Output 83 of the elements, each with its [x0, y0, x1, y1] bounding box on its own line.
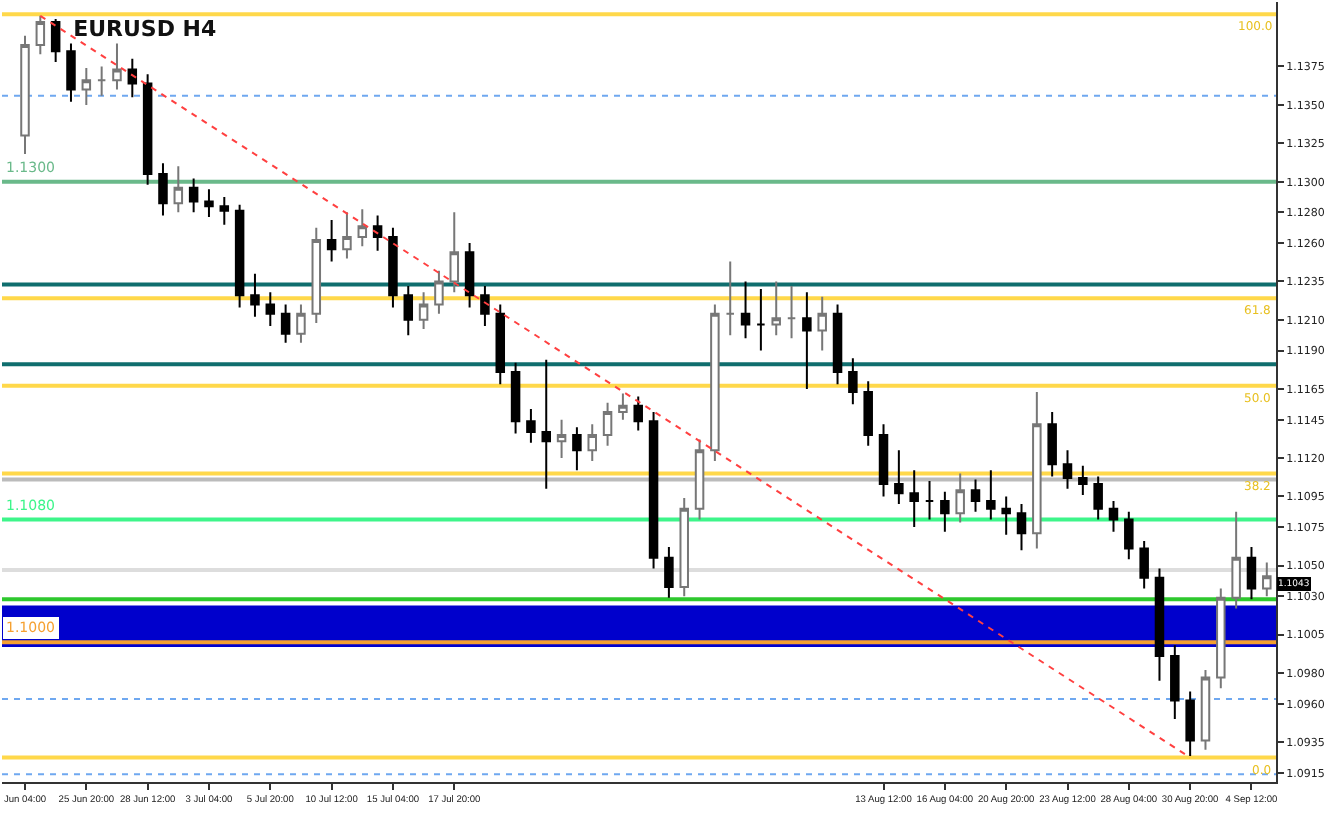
candlestick [372, 214, 383, 252]
candlestick [495, 303, 506, 386]
candlestick [96, 65, 107, 97]
candlestick [771, 280, 781, 337]
candlestick [694, 438, 705, 521]
candlestick [418, 291, 429, 331]
candlestick [526, 407, 536, 444]
candlestick [204, 188, 214, 218]
candlestick [66, 42, 76, 103]
candlestick [280, 303, 291, 344]
candlestick [541, 358, 551, 490]
candlestick [556, 418, 567, 460]
candlestick [756, 288, 766, 352]
candlestick [1246, 546, 1257, 601]
candlestick [940, 490, 950, 533]
candlestick [618, 392, 628, 421]
candlestick [894, 449, 904, 506]
candlestick [1200, 668, 1211, 751]
candlestick [357, 208, 368, 248]
candlestick [326, 219, 337, 263]
candlestick [434, 269, 444, 315]
candlestick [35, 14, 46, 56]
candlestick [1262, 561, 1272, 598]
candlestick [1154, 567, 1165, 682]
candlestick [112, 42, 122, 91]
candlestick [679, 496, 689, 598]
candlestick [848, 357, 858, 406]
candlestick [311, 226, 322, 324]
candlestick [449, 211, 460, 294]
candlestick [802, 291, 812, 390]
candlestick [296, 303, 306, 344]
candlestick [832, 303, 843, 386]
candlestick [1001, 495, 1011, 536]
candlestick [786, 285, 797, 340]
candlestick [1093, 475, 1103, 521]
candlestick [234, 203, 245, 309]
candlestick [510, 361, 521, 435]
candlestick [1078, 464, 1088, 496]
candlestick [250, 272, 260, 318]
candlestick [81, 67, 92, 106]
candlestick [1216, 587, 1226, 690]
candlestick [188, 177, 199, 214]
candlestick [1032, 391, 1042, 550]
candlestick [403, 285, 414, 337]
candlestick [863, 380, 873, 447]
candlestick [1047, 410, 1057, 478]
candlestick [909, 469, 919, 529]
candlestick [1108, 500, 1119, 533]
candlestick [817, 295, 827, 352]
candlestick [740, 280, 751, 340]
candlestick [633, 395, 643, 432]
candlestick [648, 410, 659, 570]
candlestick [1124, 510, 1134, 561]
candlestick [480, 285, 490, 327]
candlestick [20, 34, 30, 155]
candlestick [986, 469, 996, 521]
candlestick [342, 211, 352, 260]
candlestick [710, 303, 720, 463]
candlestick [1016, 503, 1027, 552]
text: EURUSD H4 [73, 15, 218, 42]
candlestick [664, 546, 674, 599]
candlestick [572, 426, 582, 472]
candlestick [388, 226, 398, 309]
candlestick [127, 57, 138, 99]
candlestick [158, 162, 168, 217]
candlestick [970, 478, 981, 513]
candlestick [878, 423, 889, 498]
candlestick [1231, 510, 1241, 610]
candlestick [50, 17, 61, 63]
candlestick [219, 196, 230, 226]
candlestick [464, 242, 475, 309]
candlestick [265, 291, 276, 327]
candlestick [1170, 644, 1180, 721]
candlestick [1139, 539, 1149, 590]
candlestick [955, 472, 965, 524]
candlestick [1062, 449, 1073, 490]
candlestick [924, 480, 935, 521]
candlestick [142, 73, 153, 186]
candlestick [1185, 690, 1195, 757]
candlestick [173, 165, 184, 214]
candlestick [725, 260, 735, 337]
candlestick [602, 401, 613, 447]
candlestick [587, 423, 597, 463]
